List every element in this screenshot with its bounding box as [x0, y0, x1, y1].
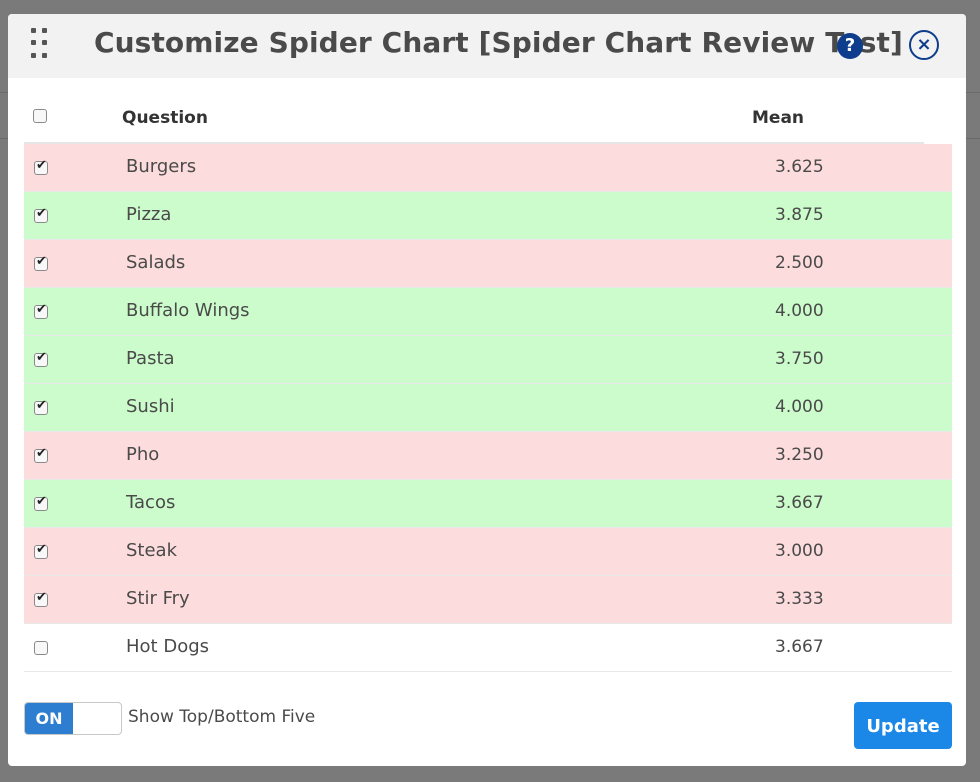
mean-cell: 3.250	[775, 445, 824, 465]
mean-cell: 3.875	[775, 205, 824, 225]
table-body: Burgers 3.625 Pizza 3.875 Salads 2.500 Buffalo…	[24, 144, 952, 672]
table-row: Pasta 3.750	[24, 336, 952, 384]
toggle-on-label: ON	[25, 703, 73, 734]
row-checkbox[interactable]	[34, 350, 48, 367]
table-row: Steak 3.000	[24, 528, 952, 576]
question-cell: Burgers	[126, 156, 197, 177]
drag-handle-icon[interactable]	[30, 28, 48, 60]
table-row: Sushi 4.000	[24, 384, 952, 432]
update-button[interactable]: Update	[854, 702, 952, 749]
row-checkbox[interactable]	[34, 302, 48, 319]
row-checkbox[interactable]	[34, 542, 48, 559]
row-checkbox[interactable]	[34, 494, 48, 511]
row-checkbox[interactable]	[34, 590, 48, 607]
table-row: Hot Dogs 3.667	[24, 624, 952, 672]
table-row: Pho 3.250	[24, 432, 952, 480]
table-row: Buffalo Wings 4.000	[24, 288, 952, 336]
customize-spider-chart-modal: Customize Spider Chart [Spider Chart Rev…	[8, 14, 966, 766]
row-checkbox[interactable]	[34, 158, 48, 175]
mean-cell: 3.000	[775, 541, 824, 561]
question-cell: Sushi	[126, 396, 175, 417]
questions-table: Question Mean Burgers 3.625 Pizza 3.875 Sala…	[24, 96, 952, 672]
row-checkbox[interactable]	[34, 641, 48, 655]
row-checkbox[interactable]	[34, 206, 48, 223]
close-icon[interactable]: ×	[909, 30, 939, 60]
question-cell: Pizza	[126, 204, 172, 225]
question-cell: Salads	[126, 252, 186, 273]
modal-header: Customize Spider Chart [Spider Chart Rev…	[8, 14, 966, 78]
question-cell: Steak	[126, 540, 178, 561]
modal-title: Customize Spider Chart [Spider Chart Rev…	[94, 26, 903, 59]
column-header-mean[interactable]: Mean	[752, 108, 805, 128]
mean-cell: 2.500	[775, 253, 824, 273]
table-row: Salads 2.500	[24, 240, 952, 288]
mean-cell: 3.667	[775, 493, 824, 513]
mean-cell: 4.000	[775, 301, 824, 321]
column-header-question[interactable]: Question	[122, 108, 208, 128]
row-checkbox[interactable]	[34, 254, 48, 271]
table-row: Tacos 3.667	[24, 480, 952, 528]
table-row: Burgers 3.625	[24, 144, 952, 192]
question-cell: Pho	[126, 444, 160, 465]
mean-cell: 3.625	[775, 157, 824, 177]
question-cell: Stir Fry	[126, 588, 190, 609]
question-cell: Buffalo Wings	[126, 300, 250, 321]
mean-cell: 3.750	[775, 349, 824, 369]
toggle-label: Show Top/Bottom Five	[128, 707, 316, 727]
question-cell: Hot Dogs	[126, 636, 210, 657]
top-bottom-five-toggle[interactable]: ON	[24, 702, 122, 735]
mean-cell: 3.333	[775, 589, 824, 609]
question-cell: Pasta	[126, 348, 175, 369]
select-all-checkbox[interactable]	[33, 109, 47, 123]
help-icon[interactable]: ?	[837, 33, 863, 59]
question-cell: Tacos	[126, 492, 176, 513]
table-row: Pizza 3.875	[24, 192, 952, 240]
mean-cell: 4.000	[775, 397, 824, 417]
row-checkbox[interactable]	[34, 398, 48, 415]
table-header: Question Mean	[24, 96, 924, 144]
mean-cell: 3.667	[775, 637, 824, 657]
row-checkbox[interactable]	[34, 446, 48, 463]
table-row: Stir Fry 3.333	[24, 576, 952, 624]
